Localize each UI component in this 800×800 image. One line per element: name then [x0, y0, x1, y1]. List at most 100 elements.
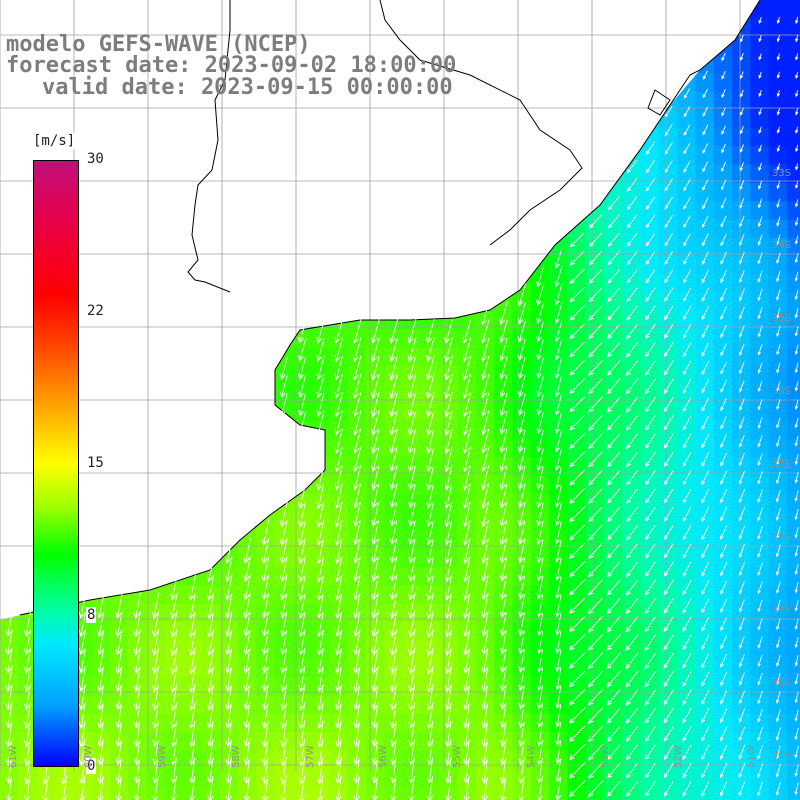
field-cell: [677, 256, 696, 276]
wind-arrow: [701, 434, 710, 449]
wind-arrow: [776, 270, 781, 283]
field-cell: [457, 603, 477, 623]
wind-arrow: [536, 265, 545, 288]
wind-arrow: [170, 684, 178, 712]
wind-arrow: [170, 739, 177, 766]
wind-arrow: [588, 287, 603, 303]
field-cell: [658, 164, 678, 184]
wind-arrow: [682, 652, 692, 669]
wind-arrow: [334, 355, 344, 381]
field-cell: [786, 530, 800, 550]
wind-arrow: [115, 739, 123, 766]
field-cell: [732, 91, 751, 111]
field-cell: [750, 640, 770, 660]
field-cell: [183, 640, 202, 660]
field-cell: [384, 457, 404, 477]
field-cell: [750, 585, 770, 605]
wind-arrow: [97, 629, 105, 656]
field-cell: [475, 494, 495, 513]
field-cell: [494, 512, 513, 532]
wind-arrow: [206, 629, 215, 657]
field-cell: [237, 750, 257, 770]
field-cell: [768, 640, 788, 660]
wind-arrow: [499, 556, 508, 583]
field-cell: [457, 494, 477, 513]
wind-arrow: [462, 428, 471, 455]
wind-arrow: [243, 720, 251, 748]
wind-arrow: [5, 666, 13, 693]
wind-arrow: [701, 708, 710, 724]
wind-arrow: [738, 452, 745, 467]
wind-arrow: [426, 665, 434, 693]
wind-arrow: [720, 543, 728, 559]
field-cell: [768, 183, 788, 202]
field-cell: [567, 585, 587, 605]
lon-label-56w: 56W: [378, 745, 389, 768]
wind-arrow: [795, 144, 799, 153]
field-cell: [695, 219, 715, 239]
wind-arrow: [353, 702, 361, 730]
wind-arrow: [569, 414, 585, 431]
wind-arrow: [626, 233, 638, 247]
wind-arrow: [444, 592, 453, 620]
field-cell: [695, 109, 715, 129]
wind-arrow: [225, 720, 232, 748]
field-cell: [768, 219, 788, 239]
field-cell: [567, 457, 587, 477]
field-cell: [183, 603, 202, 623]
field-cell: [274, 768, 294, 788]
wind-arrow: [721, 89, 726, 99]
wind-arrow: [776, 53, 781, 61]
wind-arrow: [115, 647, 123, 675]
wind-arrow: [115, 611, 123, 638]
lon-label-52w: 52W: [673, 745, 684, 768]
field-cell: [786, 475, 800, 495]
wind-arrow: [408, 574, 416, 601]
wind-arrow: [316, 648, 324, 674]
wind-arrow: [738, 599, 745, 613]
wind-arrow: [206, 611, 215, 638]
field-cell: [420, 475, 440, 495]
wind-arrow: [720, 635, 727, 650]
wind-arrow: [334, 593, 343, 620]
field-cell: [732, 567, 751, 587]
wind-arrow: [353, 574, 361, 601]
field-cell: [512, 494, 532, 513]
wind-arrow: [588, 469, 603, 486]
wind-arrow: [588, 451, 603, 468]
field-cell: [713, 183, 733, 202]
field-cell: [420, 384, 440, 404]
field-cell: [713, 347, 733, 367]
wind-arrow: [517, 465, 526, 491]
wind-arrow: [463, 757, 470, 785]
wind-arrow: [316, 574, 325, 601]
field-cell: [494, 750, 513, 770]
wind-arrow: [626, 451, 639, 468]
wind-arrow: [426, 647, 434, 675]
wind-arrow: [426, 556, 434, 583]
wind-arrow: [701, 598, 710, 614]
wind-arrow: [536, 557, 544, 582]
wind-arrow: [625, 615, 639, 633]
field-cell: [292, 494, 312, 513]
field-cell: [786, 512, 800, 532]
wind-arrow: [569, 433, 586, 450]
field-cell: [274, 695, 294, 715]
wind-arrow: [133, 684, 141, 711]
field-cell: [54, 768, 74, 788]
field-cell: [567, 311, 587, 330]
field-cell: [713, 311, 733, 330]
field-cell: [750, 201, 770, 221]
field-cell: [677, 311, 696, 330]
wind-arrow: [188, 592, 196, 620]
field-cell: [329, 439, 349, 459]
wind-arrow: [371, 556, 379, 583]
wind-arrow: [701, 653, 710, 669]
wind-arrow: [701, 415, 710, 431]
field-cell: [292, 732, 312, 751]
wind-arrow: [133, 739, 141, 766]
wind-arrow: [606, 597, 621, 615]
wind-arrow: [794, 271, 799, 282]
wind-arrow: [568, 579, 586, 596]
wind-arrow: [555, 613, 562, 636]
